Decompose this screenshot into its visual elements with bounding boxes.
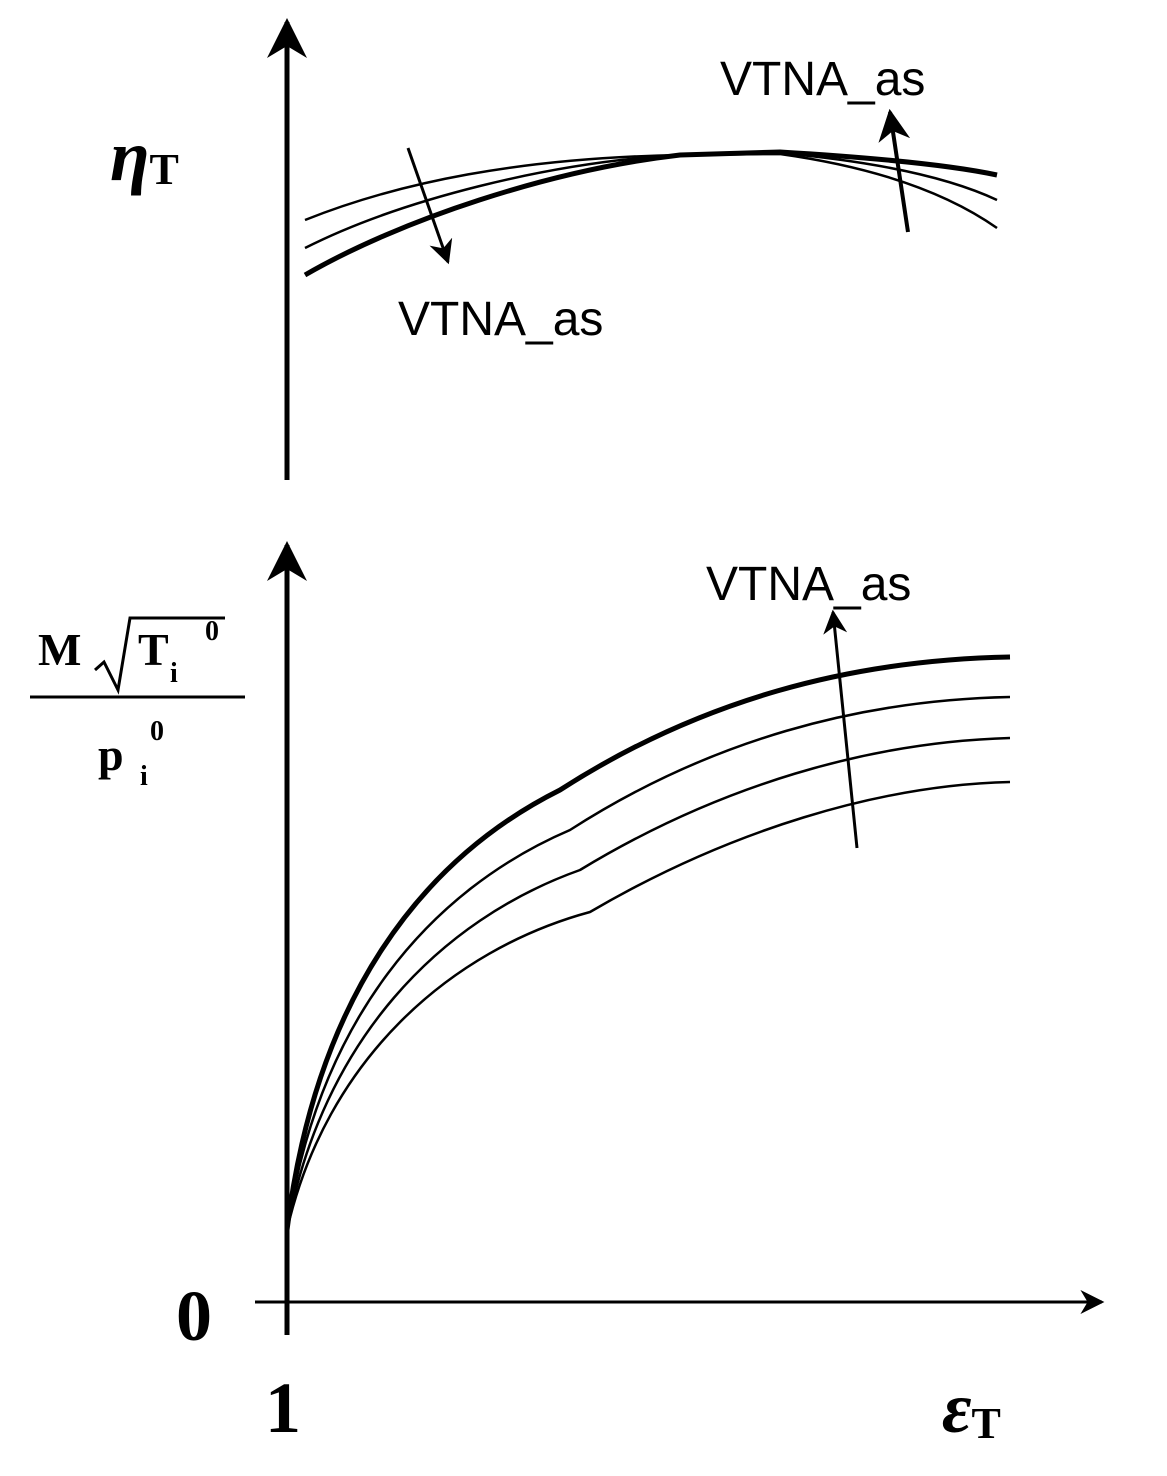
annotation: VTNA_as [720, 53, 925, 106]
y-label: ηT [110, 116, 179, 196]
trend-arrow [823, 609, 859, 849]
origin-label: 0 [176, 1276, 212, 1356]
trend-arrow [406, 147, 453, 265]
numerator-superscript: 0 [205, 616, 219, 647]
y-label-symbol: η [110, 116, 150, 196]
x-label-subscript: T [972, 1399, 1001, 1448]
numerator-letter: M [38, 624, 81, 675]
trend-arrow [878, 108, 911, 233]
denominator-subscript: i [140, 761, 148, 792]
denominator-letter: p [98, 729, 124, 780]
y-label-subscript: T [150, 145, 179, 194]
efficiency-curve [304, 151, 998, 250]
annotation: VTNA_as [706, 558, 911, 611]
flow-curve [284, 654, 1011, 1231]
efficiency-curve [304, 152, 998, 230]
numerator-radicand: T [138, 624, 169, 675]
annotation: VTNA_as [398, 293, 603, 346]
x-label: εT [942, 1368, 1001, 1448]
efficiency-curve [303, 149, 998, 278]
x-label-symbol: ε [942, 1368, 972, 1448]
sqrt-sign [94, 616, 225, 695]
denominator-superscript: 0 [150, 716, 164, 747]
flow-curve [285, 780, 1011, 1231]
x-start-label: 1 [265, 1368, 301, 1448]
numerator-subscript: i [170, 658, 178, 689]
flow-curve [285, 736, 1011, 1231]
flow-curve [285, 695, 1011, 1231]
